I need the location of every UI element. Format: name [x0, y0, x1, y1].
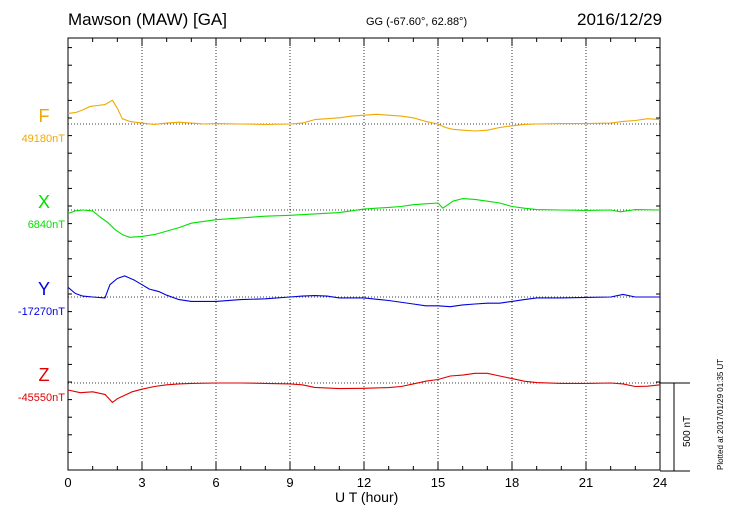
series-f-baseline: 49180nT [22, 133, 66, 145]
station-coordinates: GG (-67.60°, 62.88°) [366, 16, 468, 28]
series-y-name: Y [38, 279, 50, 299]
series-z-line [67, 372, 661, 403]
x-tick-label: 12 [357, 475, 371, 490]
x-tick-label: 9 [286, 475, 293, 490]
x-tick-label: 0 [64, 475, 71, 490]
series-x-line [67, 198, 661, 238]
series-z-baseline: -45550nT [18, 392, 65, 404]
plotted-timestamp: Plotted at 2017/01/29 01:35 UT [716, 358, 725, 470]
x-tick-label: 21 [579, 475, 593, 490]
series-x-baseline: 6840nT [28, 219, 66, 231]
series-f-line [67, 99, 661, 132]
station-title: Mawson (MAW) [GA] [68, 10, 227, 29]
series-y-line [67, 275, 660, 308]
scale-bar-label: 500 nT [682, 415, 693, 447]
x-axis-label: U T (hour) [335, 489, 399, 505]
plot-date: 2016/12/29 [577, 10, 663, 29]
series-y-baseline: -17270nT [18, 306, 65, 318]
series-f-name: F [39, 106, 50, 126]
x-tick-label: 3 [138, 475, 145, 490]
x-tick-label: 6 [212, 475, 219, 490]
x-tick-label: 18 [505, 475, 519, 490]
series-z-name: Z [39, 365, 50, 385]
x-tick-label: 24 [653, 475, 667, 490]
series-x-name: X [38, 192, 50, 212]
x-tick-label: 15 [431, 475, 445, 490]
